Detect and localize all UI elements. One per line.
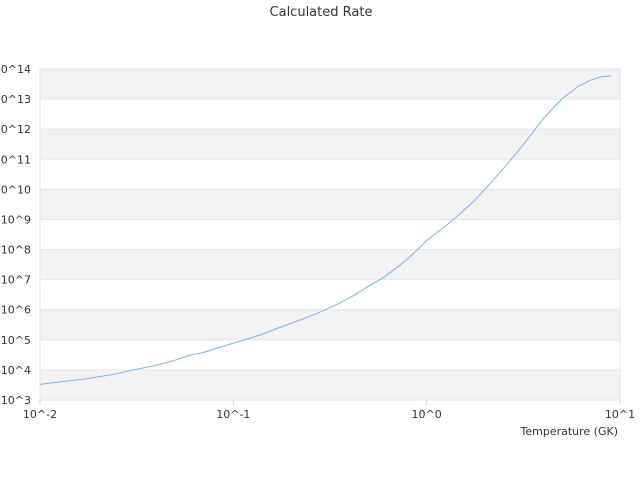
y-tick-label: 10^4 — [1, 364, 31, 377]
y-tick-label: 10^11 — [0, 153, 31, 166]
chart-title: Calculated Rate — [270, 5, 373, 20]
series-group — [39, 75, 612, 385]
y-tick-label: 10^8 — [1, 244, 31, 257]
y-tick-label: 10^10 — [0, 183, 31, 196]
y-tick-label: 10^12 — [0, 123, 31, 136]
x-axis-title: Temperature (GK) — [520, 425, 619, 438]
plot-band — [40, 69, 620, 100]
y-axis: 10^3 10^4 10^5 10^6 10^7 10^8 10^9 10^10 10^11 10… — [0, 63, 31, 407]
y-tick-label: 10^13 — [0, 93, 31, 106]
x-tick-label: 10^-1 — [216, 408, 250, 421]
y-tick-label: 10^3 — [1, 394, 31, 407]
y-tick-label: 10^7 — [1, 274, 31, 287]
plot-band — [40, 189, 620, 220]
series-line — [39, 75, 612, 385]
y-tick-label: 10^6 — [1, 304, 31, 317]
plot-band — [40, 249, 620, 280]
x-tick-label: 10^1 — [605, 408, 635, 421]
x-tick-label: 10^0 — [412, 408, 442, 421]
plot-band — [40, 369, 620, 400]
plot-band — [40, 309, 620, 340]
y-tick-label: 10^9 — [1, 213, 31, 226]
y-tick-label: 10^14 — [0, 63, 31, 76]
plot-band — [40, 129, 620, 160]
x-axis: 10^-2 10^-1 10^0 10^1 — [23, 400, 635, 421]
plot-bands — [40, 69, 620, 400]
y-tick-label: 10^5 — [1, 334, 31, 347]
x-tick-label: 10^-2 — [23, 408, 57, 421]
gridlines — [39, 68, 621, 401]
